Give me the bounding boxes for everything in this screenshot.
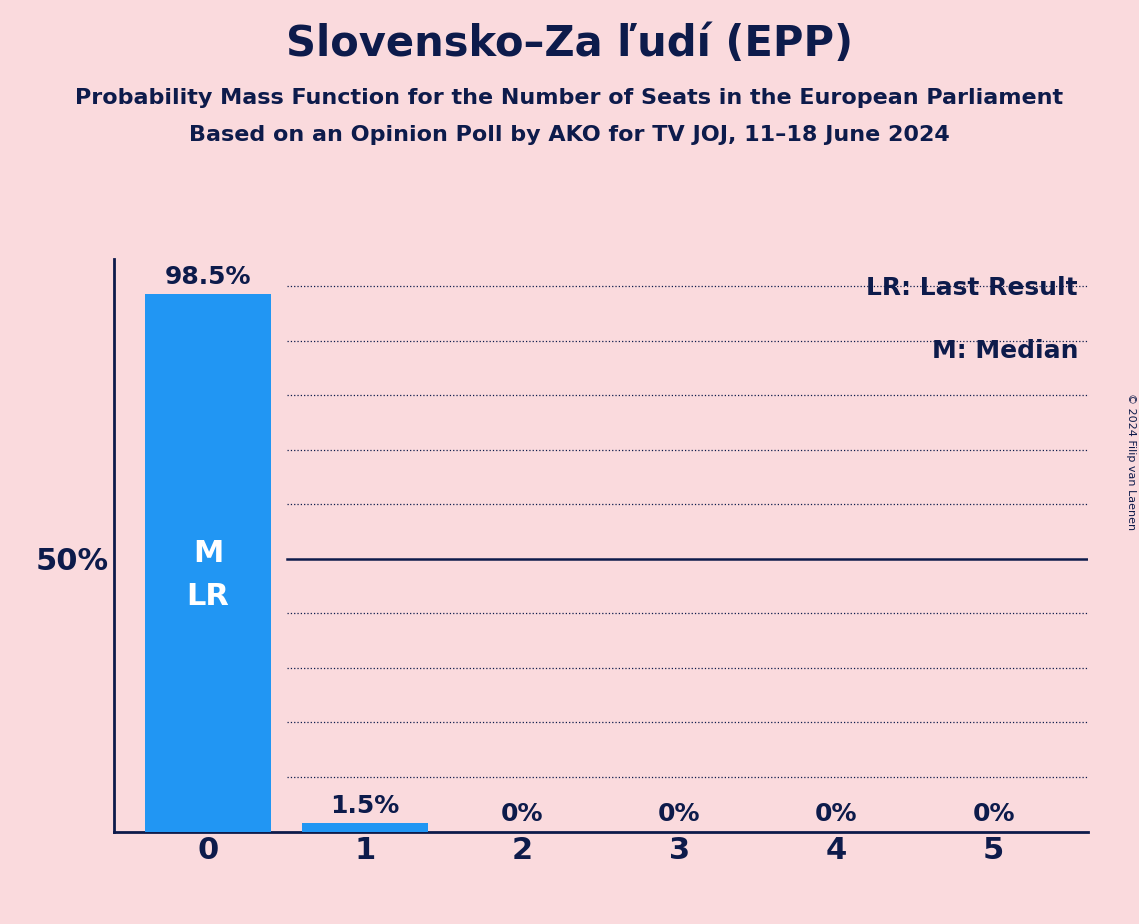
Bar [302, 823, 428, 832]
Bar [146, 294, 271, 832]
Text: 1.5%: 1.5% [330, 794, 400, 818]
Text: © 2024 Filip van Laenen: © 2024 Filip van Laenen [1126, 394, 1136, 530]
Text: 0%: 0% [973, 802, 1015, 826]
Text: M: Median: M: Median [932, 339, 1077, 363]
Text: Slovensko–Za ľudí (EPP): Slovensko–Za ľudí (EPP) [286, 23, 853, 65]
Text: Probability Mass Function for the Number of Seats in the European Parliament: Probability Mass Function for the Number… [75, 88, 1064, 108]
Text: LR: Last Result: LR: Last Result [867, 276, 1077, 300]
Text: 98.5%: 98.5% [165, 265, 252, 288]
Text: 0%: 0% [816, 802, 858, 826]
Text: Based on an Opinion Poll by AKO for TV JOJ, 11–18 June 2024: Based on an Opinion Poll by AKO for TV J… [189, 125, 950, 145]
Text: 0%: 0% [501, 802, 543, 826]
Text: 0%: 0% [658, 802, 700, 826]
Text: M
LR: M LR [187, 540, 230, 611]
